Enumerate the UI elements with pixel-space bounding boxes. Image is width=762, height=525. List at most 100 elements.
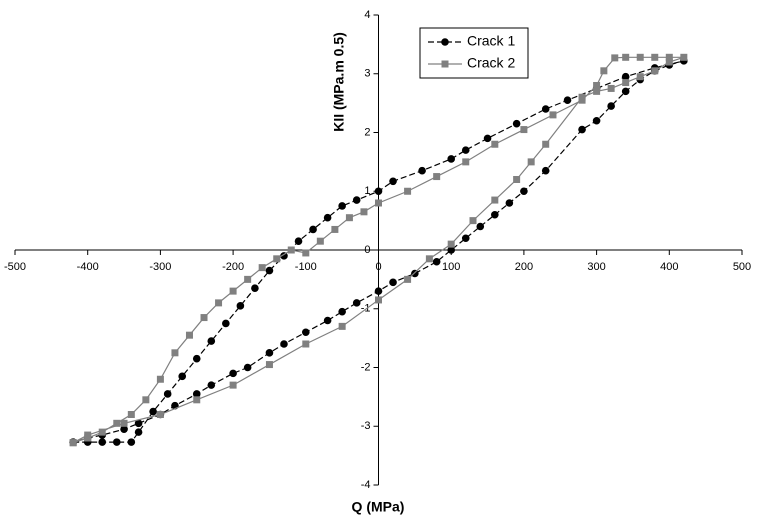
marker xyxy=(512,119,521,128)
y-tick-label: 3 xyxy=(364,68,370,80)
x-tick-label: -500 xyxy=(4,261,26,273)
y-tick-label: 0 xyxy=(364,244,370,256)
marker xyxy=(578,93,586,101)
marker xyxy=(541,105,550,113)
marker xyxy=(192,390,201,398)
marker xyxy=(258,264,266,272)
marker xyxy=(178,372,187,381)
x-tick-label: 0 xyxy=(375,261,381,273)
marker xyxy=(374,287,383,295)
marker xyxy=(374,187,383,196)
marker xyxy=(527,158,535,166)
marker xyxy=(134,419,143,428)
marker xyxy=(491,140,499,148)
marker xyxy=(578,125,586,134)
x-tick-label: 200 xyxy=(515,261,533,273)
marker xyxy=(593,82,601,89)
marker xyxy=(447,246,456,254)
marker xyxy=(229,287,237,295)
marker xyxy=(331,225,339,233)
marker xyxy=(513,176,521,183)
marker xyxy=(215,299,223,307)
marker xyxy=(113,419,121,427)
marker xyxy=(549,111,557,119)
marker xyxy=(265,361,273,369)
marker xyxy=(607,84,615,92)
y-tick-label: 4 xyxy=(364,9,370,21)
y-tick-label: 2 xyxy=(364,126,370,138)
marker xyxy=(287,246,295,254)
marker xyxy=(280,340,288,348)
marker xyxy=(563,96,572,104)
marker xyxy=(600,67,608,75)
marker xyxy=(389,278,397,287)
marker xyxy=(265,266,274,275)
marker xyxy=(156,411,164,418)
marker xyxy=(294,237,303,245)
x-tick-label: -400 xyxy=(77,261,99,273)
marker xyxy=(323,316,332,325)
marker xyxy=(505,199,514,207)
marker xyxy=(680,53,688,61)
x-tick-label: 300 xyxy=(587,261,605,273)
legend-label: Crack 1 xyxy=(467,33,515,49)
marker xyxy=(185,331,193,339)
y-tick-label: -2 xyxy=(361,361,371,373)
y-tick-label: -3 xyxy=(361,420,371,432)
marker xyxy=(149,407,157,416)
marker xyxy=(309,225,317,234)
marker xyxy=(345,214,353,222)
marker xyxy=(98,438,107,446)
marker xyxy=(142,396,150,404)
marker xyxy=(636,53,644,61)
marker xyxy=(302,340,310,348)
marker xyxy=(425,255,433,263)
marker xyxy=(98,428,106,436)
marker xyxy=(352,196,361,204)
marker xyxy=(447,240,455,248)
marker xyxy=(411,269,419,278)
marker xyxy=(352,299,361,307)
marker xyxy=(302,249,310,257)
marker xyxy=(541,166,550,175)
marker xyxy=(243,363,252,372)
marker xyxy=(461,234,470,243)
marker xyxy=(665,58,673,66)
marker xyxy=(338,307,346,316)
marker xyxy=(193,396,201,404)
marker xyxy=(404,187,412,195)
marker xyxy=(244,275,252,283)
marker xyxy=(360,208,368,216)
marker xyxy=(207,381,216,389)
marker xyxy=(192,354,201,363)
marker xyxy=(611,54,619,62)
marker xyxy=(163,390,172,398)
marker xyxy=(323,213,332,222)
marker xyxy=(404,275,412,283)
marker xyxy=(469,217,477,225)
marker xyxy=(316,237,324,245)
marker xyxy=(375,199,382,207)
marker xyxy=(622,53,630,61)
y-tick-label: 1 xyxy=(364,185,370,197)
marker xyxy=(229,369,237,378)
x-tick-label: 100 xyxy=(442,261,460,273)
marker xyxy=(69,439,77,447)
marker xyxy=(127,411,135,418)
marker xyxy=(338,202,346,210)
marker xyxy=(84,431,92,439)
legend-label: Crack 2 xyxy=(467,55,515,71)
marker xyxy=(491,210,499,219)
marker xyxy=(593,87,601,95)
marker xyxy=(447,155,456,163)
marker xyxy=(651,67,659,75)
y-tick-label: -4 xyxy=(361,479,371,491)
marker xyxy=(375,296,382,304)
marker xyxy=(433,173,441,181)
marker xyxy=(462,158,470,166)
marker xyxy=(265,349,274,357)
marker xyxy=(229,381,237,389)
marker xyxy=(542,140,550,148)
